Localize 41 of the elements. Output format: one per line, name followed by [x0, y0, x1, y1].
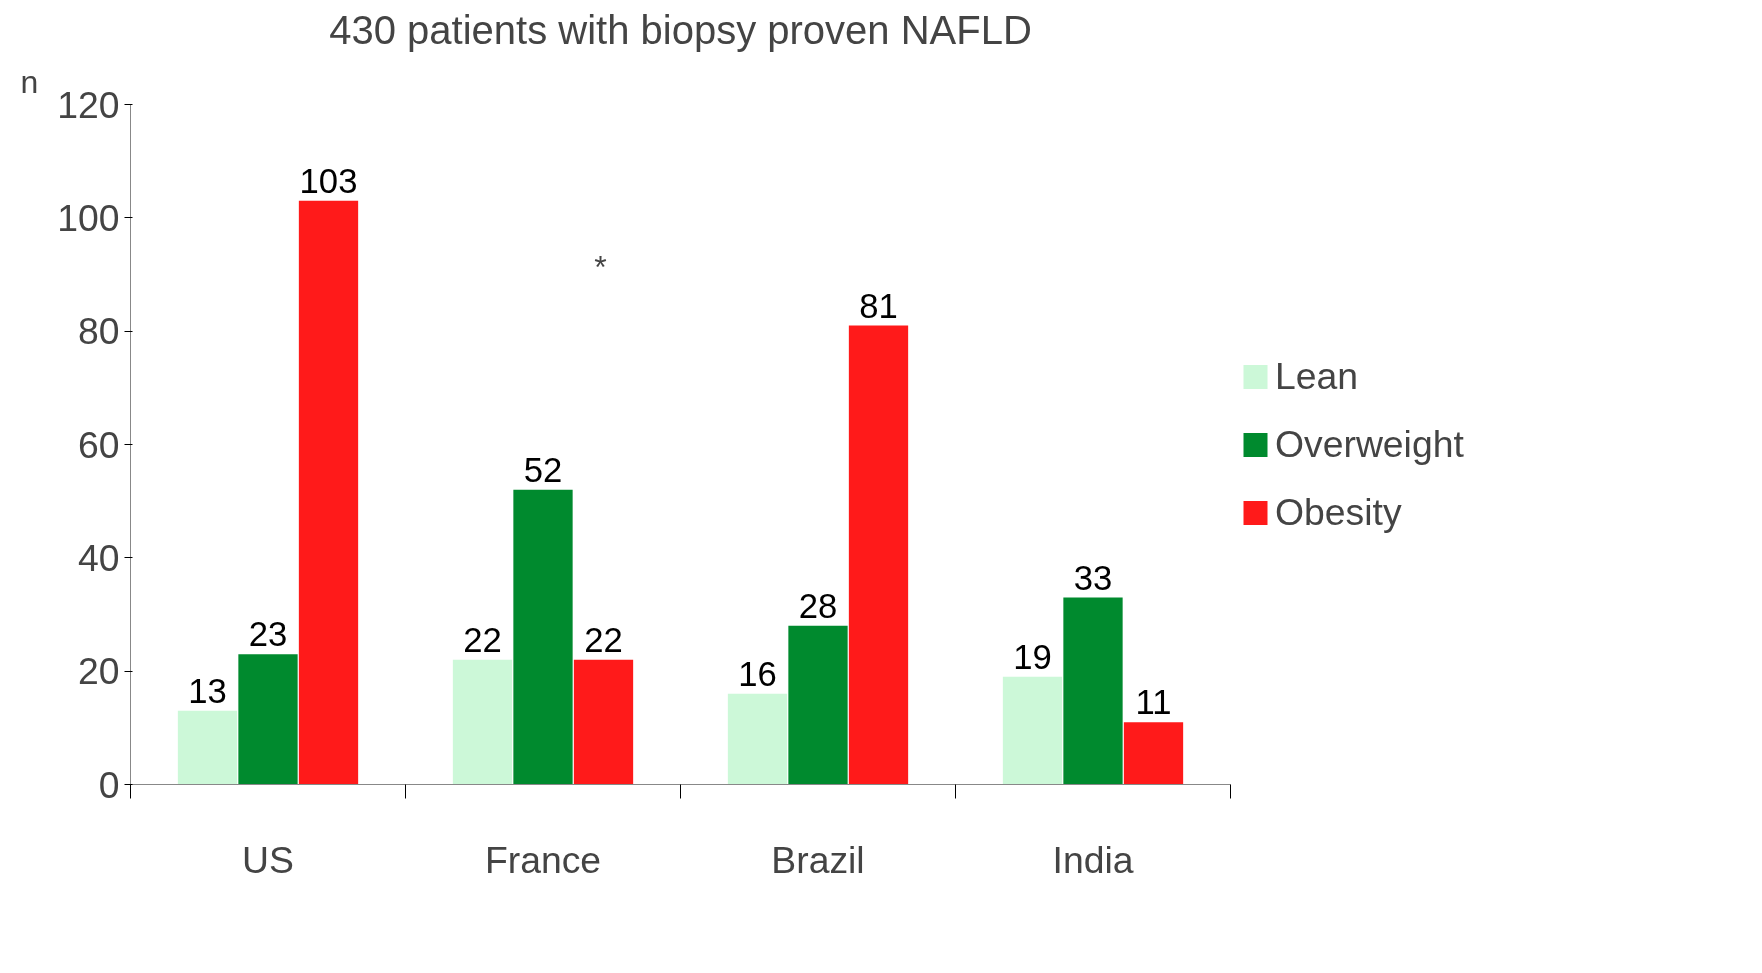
data-label: 33	[1073, 558, 1113, 597]
data-label: 103	[299, 161, 358, 200]
data-label: 11	[1135, 683, 1172, 722]
bar	[1002, 676, 1063, 785]
legend-label: Overweight	[1275, 422, 1464, 466]
bar	[513, 489, 573, 785]
x-tick-label: Brazil	[771, 838, 865, 881]
data-label: 22	[584, 620, 623, 659]
bar	[177, 710, 238, 785]
y-tick-label: 40	[77, 536, 120, 579]
data-label: 19	[1013, 637, 1052, 676]
y-tick-label: 80	[77, 310, 120, 353]
bar	[788, 625, 848, 785]
bar	[238, 654, 298, 785]
y-tick-label: 60	[77, 423, 120, 466]
bar	[573, 659, 634, 785]
y-tick-label: 120	[57, 83, 120, 126]
y-tick-label: 100	[57, 196, 120, 239]
chart-title: 430 patients with biopsy proven NAFLD	[329, 7, 1032, 52]
bar	[727, 693, 788, 785]
y-axis-title: n	[20, 63, 39, 100]
data-label: 23	[248, 615, 288, 654]
bar	[452, 659, 513, 785]
bar	[1123, 722, 1184, 785]
x-tick-label: India	[1052, 838, 1134, 881]
legend-label: Obesity	[1275, 490, 1402, 534]
data-label: 81	[859, 286, 898, 325]
data-label: 13	[188, 671, 227, 710]
x-tick-label: France	[484, 838, 602, 881]
data-label: 28	[798, 586, 838, 625]
y-tick-label: 0	[98, 763, 120, 806]
data-label: 52	[523, 450, 563, 489]
y-tick-label: 20	[77, 650, 120, 693]
legend-label: Lean	[1275, 354, 1359, 398]
bar	[848, 325, 909, 785]
annotation: *	[594, 248, 607, 285]
x-tick-label: US	[242, 838, 294, 881]
data-label: 16	[738, 654, 777, 693]
bar	[298, 200, 359, 785]
bar	[1063, 597, 1123, 785]
data-label: 22	[463, 620, 502, 659]
